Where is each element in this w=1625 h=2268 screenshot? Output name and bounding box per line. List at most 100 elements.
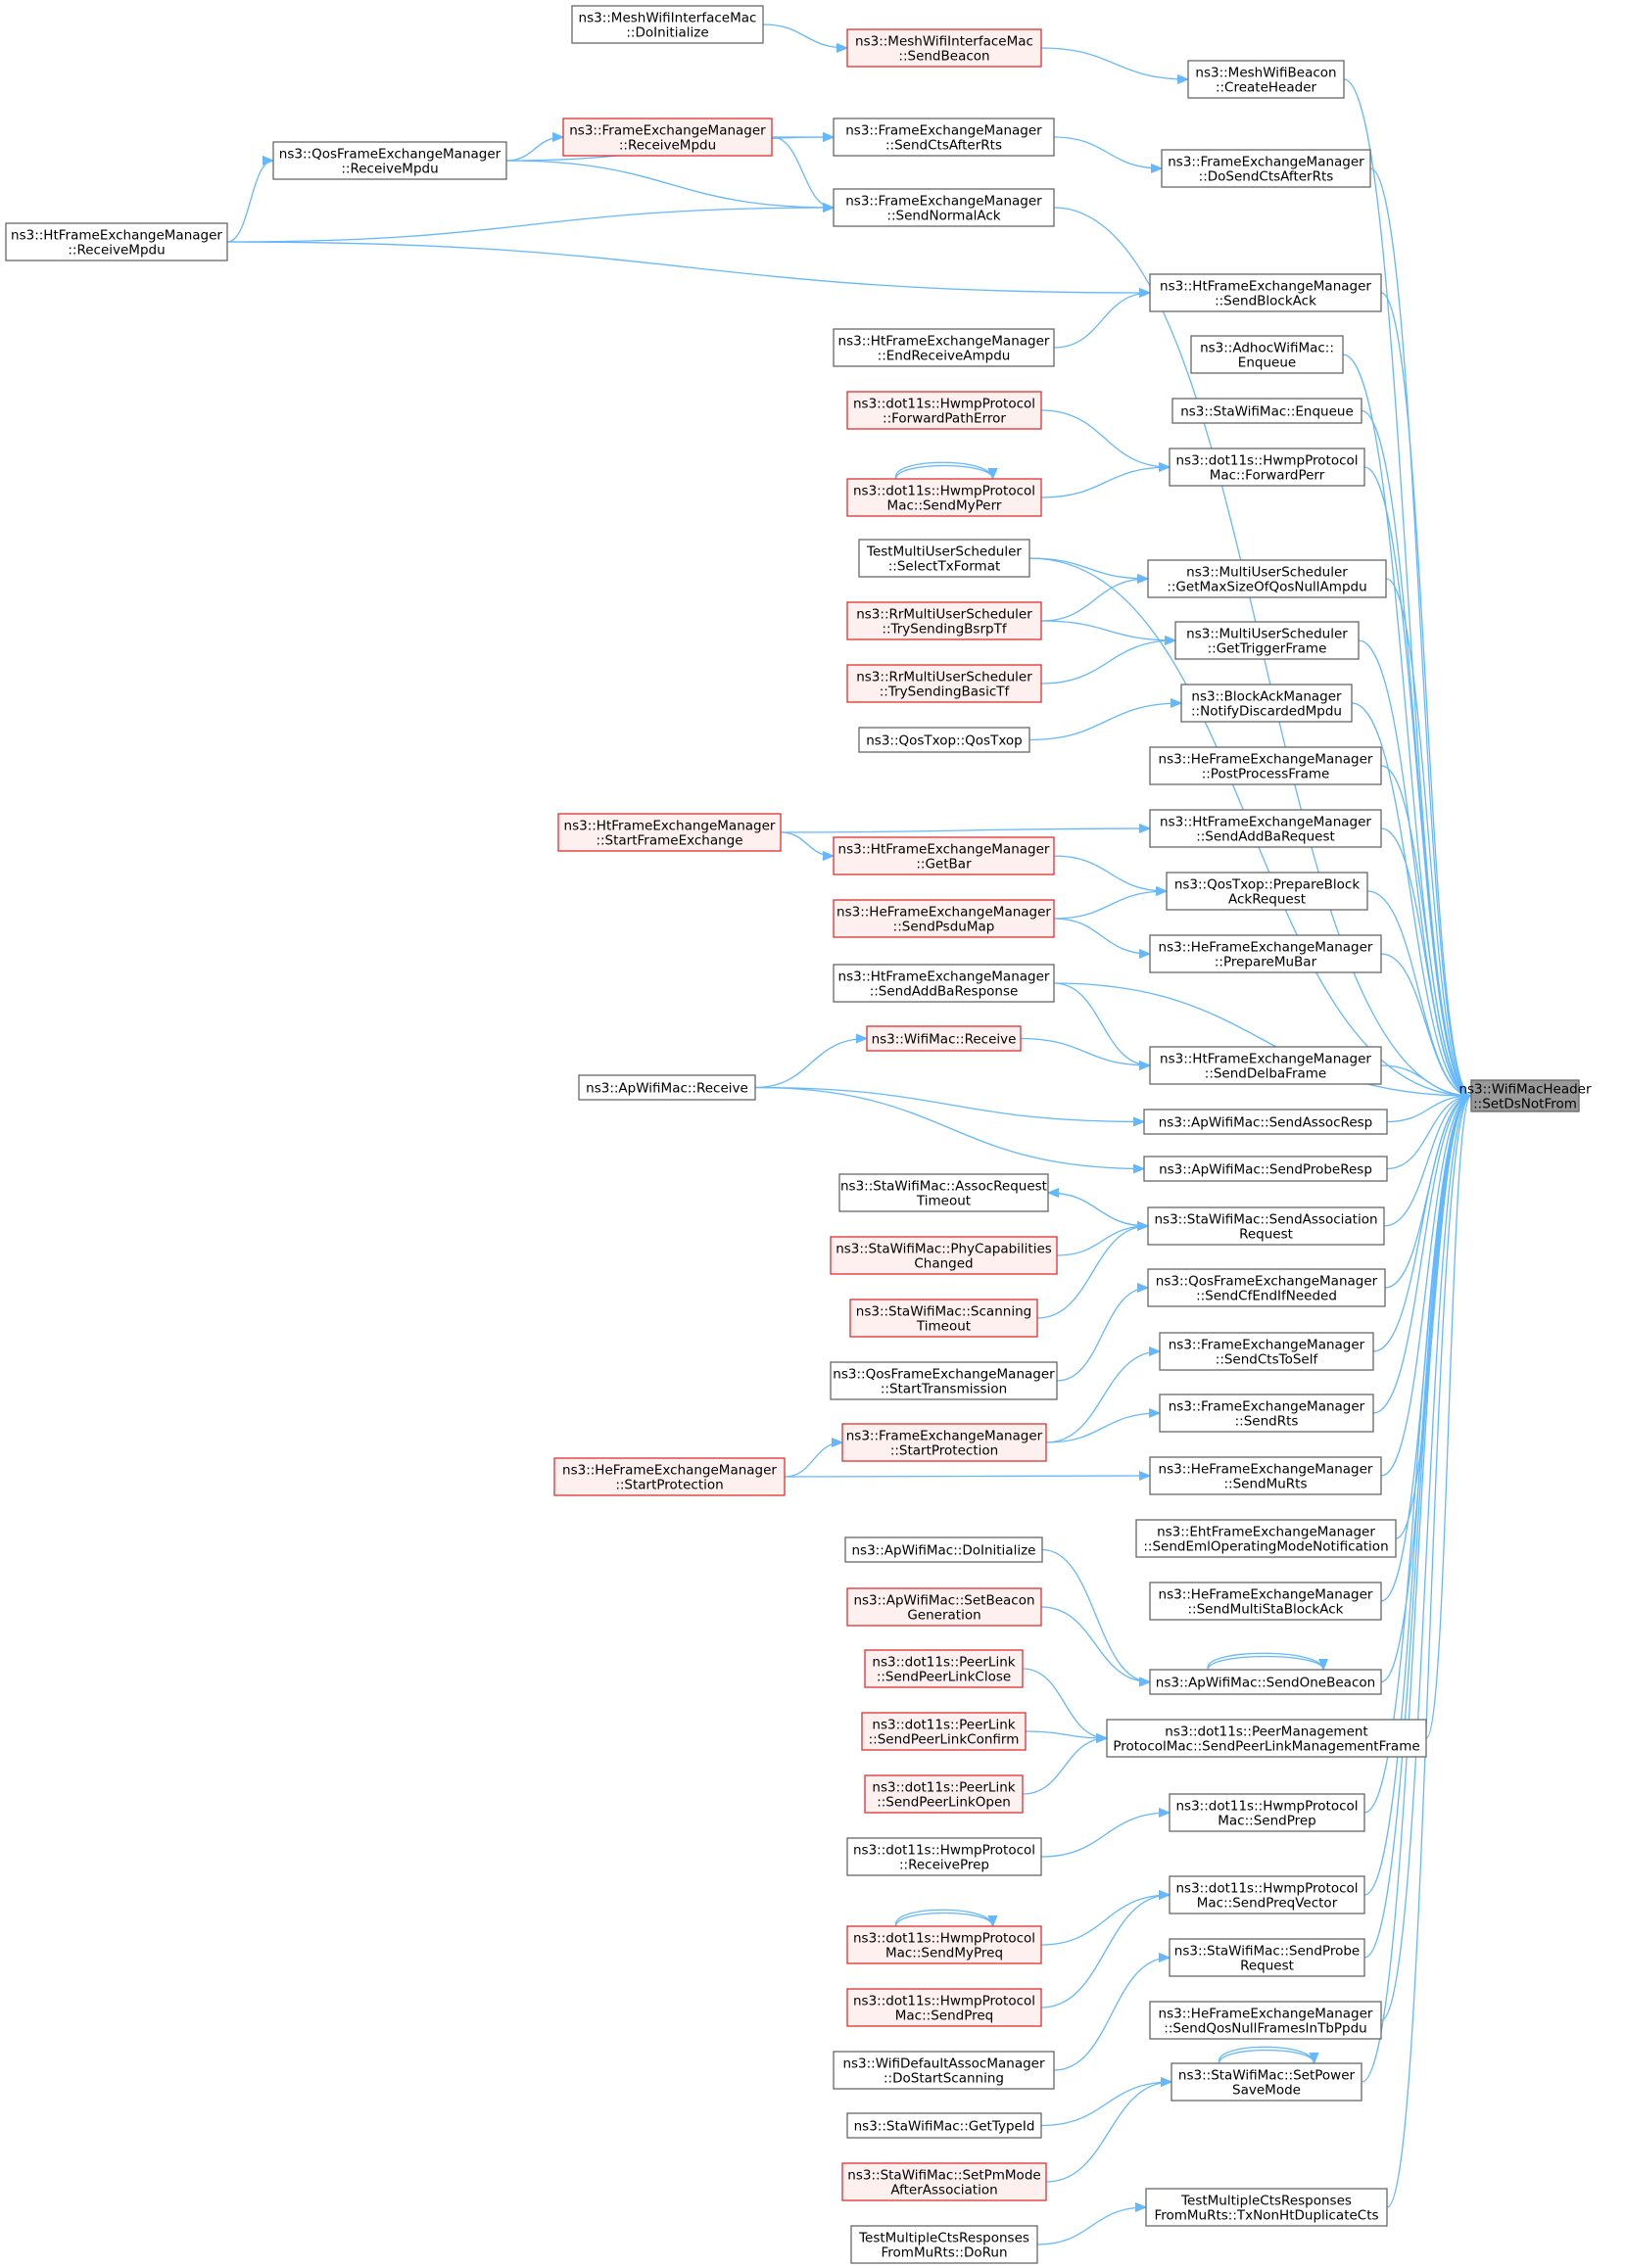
node-c3[interactable]: ns3::HtFrameExchangeManager::SendBlockAc… <box>1149 273 1382 312</box>
node-a2[interactable]: ns3::FrameExchangeManager::ReceiveMpdu <box>562 118 773 157</box>
node-label: ::ReceivePrep <box>899 1858 989 1873</box>
node-c5[interactable]: ns3::StaWifiMac::Enqueue <box>1171 398 1362 424</box>
node-b14[interactable]: ns3::WifiMac::Receive <box>866 1025 1022 1052</box>
node-c27[interactable]: ns3::dot11s::HwmpProtocolMac::SendPreqVe… <box>1169 1875 1365 1914</box>
node-c10[interactable]: ns3::HeFrameExchangeManager::PostProcess… <box>1149 746 1382 785</box>
node-b22[interactable]: ns3::dot11s::PeerLink::SendPeerLinkClose <box>864 1649 1024 1688</box>
edge-b13-c14 <box>1053 982 1150 1065</box>
node-box <box>1190 335 1344 374</box>
node-a6[interactable]: ns3::ApWifiMac::Receive <box>578 1074 756 1101</box>
node-box <box>830 1236 1058 1275</box>
node-c1[interactable]: ns3::MeshWifiBeacon::CreateHeader <box>1187 60 1345 99</box>
node-b29[interactable]: ns3::StaWifiMac::GetTypeId <box>846 2112 1042 2139</box>
node-b11[interactable]: ns3::HtFrameExchangeManager::GetBar <box>833 836 1055 875</box>
node-label: ::StartProtection <box>890 1443 998 1459</box>
node-c29[interactable]: ns3::HeFrameExchangeManager::SendQosNull… <box>1149 2001 1382 2040</box>
node-c23[interactable]: ns3::HeFrameExchangeManager::SendMultiSt… <box>1149 1582 1382 1621</box>
node-b23[interactable]: ns3::dot11s::PeerLink::SendPeerLinkConfi… <box>861 1712 1027 1751</box>
node-c21[interactable]: ns3::HeFrameExchangeManager::SendMuRts <box>1149 1456 1382 1495</box>
edges-layer <box>226 24 1471 2245</box>
node-a3[interactable]: ns3::QosFrameExchangeManager::ReceiveMpd… <box>272 141 507 180</box>
node-label: ns3::RrMultiUserScheduler <box>856 607 1032 623</box>
node-c8[interactable]: ns3::MultiUserScheduler::GetTriggerFrame <box>1174 621 1360 660</box>
node-label: TestMultipleCtsResponses <box>858 2231 1029 2246</box>
node-label: ns3::ApWifiMac::SetBeacon <box>853 1593 1034 1609</box>
node-b9[interactable]: ns3::RrMultiUserScheduler::TrySendingBas… <box>846 664 1042 703</box>
node-c16[interactable]: ns3::ApWifiMac::SendProbeResp <box>1143 1156 1388 1182</box>
node-a7[interactable]: ns3::HeFrameExchangeManager::StartProtec… <box>553 1457 786 1496</box>
node-c4[interactable]: ns3::AdhocWifiMac::Enqueue <box>1190 335 1344 374</box>
node-b30[interactable]: ns3::StaWifiMac::SetPmModeAfterAssociati… <box>841 2162 1047 2201</box>
node-b20[interactable]: ns3::ApWifiMac::DoInitialize <box>844 1536 1043 1563</box>
node-box <box>858 727 1030 753</box>
node-label: ns3::FrameExchangeManager <box>1168 155 1364 170</box>
edge-a6-b14 <box>754 1039 867 1089</box>
node-b7[interactable]: TestMultiUserScheduler::SelectTxFormat <box>858 539 1030 578</box>
edge-c9-target <box>1351 702 1471 1096</box>
node-b13[interactable]: ns3::HtFrameExchangeManager::SendAddBaRe… <box>833 964 1055 1003</box>
node-label: ::SendCtsAfterRts <box>885 138 1002 154</box>
node-b8[interactable]: ns3::RrMultiUserScheduler::TrySendingBsr… <box>846 601 1042 640</box>
node-box <box>864 1774 1024 1814</box>
node-box <box>1149 2001 1382 2040</box>
edge-b14-c14 <box>1020 1037 1150 1066</box>
node-c22[interactable]: ns3::EhtFrameExchangeManager::SendEmlOpe… <box>1135 1519 1397 1558</box>
node-box <box>846 391 1042 430</box>
node-b25[interactable]: ns3::dot11s::HwmpProtocol::ReceivePrep <box>846 1837 1042 1876</box>
node-label: ns3::WifiMacHeader <box>1458 1082 1592 1098</box>
node-c19[interactable]: ns3::FrameExchangeManager::SendCtsToSelf <box>1159 1332 1374 1371</box>
node-b2[interactable]: ns3::FrameExchangeManager::SendCtsAfterR… <box>833 118 1055 157</box>
node-b28[interactable]: ns3::WifiDefaultAssocManager::DoStartSca… <box>833 2051 1055 2090</box>
node-c31[interactable]: TestMultipleCtsResponsesFromMuRts::TxNon… <box>1145 2188 1388 2227</box>
edge-a4-c3 <box>226 241 1150 293</box>
node-label: Timeout <box>916 1319 971 1335</box>
node-c25[interactable]: ns3::dot11s::PeerManagementProtocolMac::… <box>1106 1719 1427 1758</box>
node-b12[interactable]: ns3::HeFrameExchangeManager::SendPsduMap <box>833 899 1055 938</box>
node-c6[interactable]: ns3::dot11s::HwmpProtocolMac::ForwardPer… <box>1169 448 1365 487</box>
target-node[interactable]: ns3::WifiMacHeader::SetDsNotFrom <box>1458 1079 1592 1112</box>
node-c18[interactable]: ns3::QosFrameExchangeManager::SendCfEndI… <box>1147 1268 1386 1307</box>
edge-c10-target <box>1380 765 1471 1096</box>
node-c11[interactable]: ns3::HtFrameExchangeManager::SendAddBaRe… <box>1149 809 1382 848</box>
node-a1[interactable]: ns3::MeshWifiInterfaceMac::DoInitialize <box>571 5 764 44</box>
node-label: ns3::HeFrameExchangeManager <box>1159 940 1373 956</box>
node-b5[interactable]: ns3::dot11s::HwmpProtocol::ForwardPathEr… <box>846 391 1042 430</box>
edge-a7-c21 <box>784 1476 1150 1477</box>
node-c15[interactable]: ns3::ApWifiMac::SendAssocResp <box>1143 1109 1388 1135</box>
node-b3[interactable]: ns3::FrameExchangeManager::SendNormalAck <box>833 188 1055 227</box>
node-label: ::ReceiveMpdu <box>68 243 165 259</box>
node-c20[interactable]: ns3::FrameExchangeManager::SendRts <box>1159 1394 1374 1433</box>
node-c14[interactable]: ns3::HtFrameExchangeManager::SendDelbaFr… <box>1149 1046 1382 1085</box>
node-b24[interactable]: ns3::dot11s::PeerLink::SendPeerLinkOpen <box>864 1774 1024 1814</box>
node-a4[interactable]: ns3::HtFrameExchangeManager::ReceiveMpdu <box>5 222 228 261</box>
node-b4[interactable]: ns3::HtFrameExchangeManager::EndReceiveA… <box>833 328 1055 367</box>
node-c24[interactable]: ns3::ApWifiMac::SendOneBeacon <box>1149 1669 1382 1695</box>
node-a5[interactable]: ns3::HtFrameExchangeManager::StartFrameE… <box>557 813 782 852</box>
node-c13[interactable]: ns3::HeFrameExchangeManager::PrepareMuBa… <box>1149 934 1382 973</box>
node-c9[interactable]: ns3::BlockAckManager::NotifyDiscardedMpd… <box>1180 684 1353 723</box>
node-c2[interactable]: ns3::FrameExchangeManager::DoSendCtsAfte… <box>1161 149 1371 188</box>
node-b10[interactable]: ns3::QosTxop::QosTxop <box>858 727 1030 753</box>
node-b1[interactable]: ns3::MeshWifiInterfaceMac::SendBeacon <box>846 28 1042 68</box>
node-c7[interactable]: ns3::MultiUserScheduler::GetMaxSizeOfQos… <box>1147 559 1387 598</box>
node-label: ns3::HtFrameExchangeManager <box>1160 1052 1371 1067</box>
node-label: ns3::MultiUserScheduler <box>1186 565 1348 581</box>
edge-b25-c26 <box>1040 1813 1170 1858</box>
node-b19[interactable]: ns3::FrameExchangeManager::StartProtecti… <box>841 1423 1047 1462</box>
node-box <box>846 664 1042 703</box>
node-label: ns3::dot11s::HwmpProtocol <box>853 1931 1035 1947</box>
node-b18[interactable]: ns3::QosFrameExchangeManager::StartTrans… <box>830 1361 1058 1400</box>
